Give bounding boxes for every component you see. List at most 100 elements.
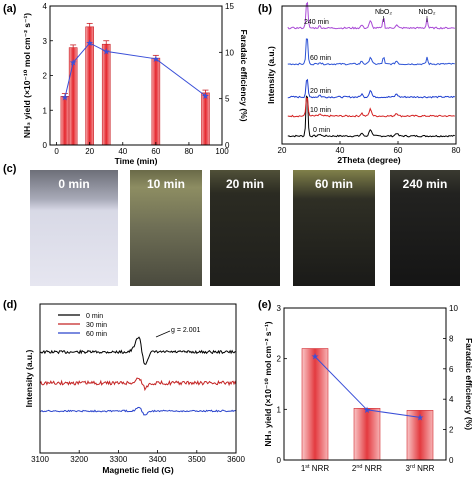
xlabel-b: 2Theta (degree) xyxy=(337,155,400,165)
photo-1 xyxy=(130,170,202,286)
ytick-label-e: 2 xyxy=(277,355,282,364)
panel-e: (e) ★ ★ ★ 0 1 2 3 0 2 4 6 8 10 1st NRR 2nd NRR 3rd NRR NH… xyxy=(258,299,474,473)
y2tick-label-e: 4 xyxy=(449,395,454,404)
y2tick-label-e: 0 xyxy=(449,456,454,465)
y2tick-label-e: 8 xyxy=(449,334,454,343)
ylabel-b: Intensity (a.u.) xyxy=(266,46,276,104)
xrd-curve-0 xyxy=(287,95,455,138)
xtick-label-d: 3500 xyxy=(188,455,206,464)
xtick-label-d: 3600 xyxy=(227,455,245,464)
xtick-label-b: 60 xyxy=(394,146,403,155)
xrd-curve-1 xyxy=(287,97,455,118)
fe-line-a xyxy=(64,42,206,98)
xtick-label-a: 60 xyxy=(151,147,160,156)
fe-marker-a-3: ★ xyxy=(102,46,110,56)
fe-marker-e-1: ★ xyxy=(363,405,371,415)
xtick-label-a: 0 xyxy=(54,147,59,156)
xtick-label-d: 3300 xyxy=(110,455,128,464)
ytick-label-e: 0 xyxy=(277,456,282,465)
legend-label-d-0: 0 min xyxy=(86,313,103,320)
fe-marker-a-2: ★ xyxy=(86,38,94,48)
ytick-label-a: 4 xyxy=(43,2,48,11)
category-label-e-2: 3rd NRR xyxy=(406,464,435,473)
y2tick-label-e: 10 xyxy=(449,304,458,313)
panel-c: (c) 0 min 10 min 20 min 60 min 240 min xyxy=(3,163,460,286)
xtick-label-b: 20 xyxy=(278,146,287,155)
ytick-label-a: 1 xyxy=(43,106,48,115)
photo-4 xyxy=(390,170,460,286)
ytick-label-a: 3 xyxy=(43,37,48,46)
bar-a-3 xyxy=(101,43,111,146)
fe-marker-e-2: ★ xyxy=(416,412,424,422)
xlabel-d: Magnetic field (G) xyxy=(102,465,173,475)
y2tick-label-a: 0 xyxy=(225,141,230,150)
xtick-label-d: 3200 xyxy=(70,455,88,464)
xrd-series-label-3: 60 min xyxy=(310,55,331,62)
fe-marker-a-5: ★ xyxy=(201,91,209,101)
fe-marker-a-4: ★ xyxy=(152,54,160,64)
fe-marker-a-0: ★ xyxy=(61,93,69,103)
xtick-label-a: 20 xyxy=(85,147,94,156)
panel-label-a: (a) xyxy=(3,3,17,15)
ytick-label-a: 0 xyxy=(43,141,48,150)
peak-label-1: NbO₂ xyxy=(418,9,435,16)
ytick-label-e: 3 xyxy=(277,304,282,313)
epr-curve-0 xyxy=(39,336,237,365)
xtick-label-a: 40 xyxy=(118,147,127,156)
photo-label-3: 60 min xyxy=(315,177,353,191)
panel-label-d: (d) xyxy=(3,299,17,311)
photo-2 xyxy=(210,170,280,286)
bar-e-2 xyxy=(406,410,434,461)
ylabel-d: Intensity (a.u.) xyxy=(24,350,34,408)
ylabel-e: NH₃ yield (×10⁻¹⁰ mol cm⁻² s⁻¹) xyxy=(263,321,273,446)
ylabel-a: NH₃ yield (×10⁻¹⁰ mol cm⁻² s⁻¹) xyxy=(22,13,32,138)
photo-label-2: 20 min xyxy=(226,177,264,191)
legend-label-d-2: 60 min xyxy=(86,331,107,338)
y2tick-label-a: 10 xyxy=(225,48,234,57)
category-label-e-0: 1st NRR xyxy=(301,464,330,473)
xtick-label-a: 80 xyxy=(184,147,193,156)
category-label-e-1: 2nd NRR xyxy=(352,464,382,473)
frame-d xyxy=(39,303,237,454)
y2label-e: Faradaic efficiency (%) xyxy=(464,338,474,430)
xrd-curve-2 xyxy=(287,78,455,99)
photo-label-1: 10 min xyxy=(147,177,185,191)
panel-b: (b) 0 min 10 min 20 min 60 min 240 min NbO₂ NbO… xyxy=(258,1,461,165)
ytick-label-a: 2 xyxy=(43,72,48,81)
panel-d: (d) 0 min 30 min 60 min g = 2.001 3100 3200 330… xyxy=(3,299,245,475)
ytick-label-e: 1 xyxy=(277,405,282,414)
xlabel-a: Time (min) xyxy=(115,156,158,166)
xtick-label-b: 80 xyxy=(452,146,461,155)
bar-a-0 xyxy=(60,96,70,146)
panel-label-c: (c) xyxy=(3,163,17,175)
panel-label-b: (b) xyxy=(258,3,272,15)
epr-curve-2 xyxy=(40,406,237,416)
xrd-series-label-1: 10 min xyxy=(310,107,331,114)
photo-label-4: 240 min xyxy=(403,177,448,191)
bar-a-4 xyxy=(151,57,161,146)
xtick-label-d: 3400 xyxy=(149,455,167,464)
fe-marker-e-0: ★ xyxy=(311,352,319,362)
y2label-a: Faradaic efficiency (%) xyxy=(239,29,249,121)
bar-e-0 xyxy=(301,348,329,461)
y2tick-label-a: 5 xyxy=(225,95,230,104)
legend-label-d-1: 30 min xyxy=(86,322,107,329)
g-annotation: g = 2.001 xyxy=(171,327,200,334)
y2tick-label-e: 6 xyxy=(449,365,454,374)
panel-label-e: (e) xyxy=(258,299,272,311)
peak-label-0: NbO₂ xyxy=(375,9,392,16)
xtick-label-b: 40 xyxy=(336,146,345,155)
photo-label-0: 0 min xyxy=(58,177,89,191)
fe-line-e xyxy=(314,356,421,418)
g-pointer xyxy=(155,330,171,338)
frame-b xyxy=(281,5,457,145)
epr-curve-1 xyxy=(39,377,237,392)
photo-3 xyxy=(293,170,375,286)
xrd-curve-3 xyxy=(287,38,455,66)
frame-e xyxy=(283,307,447,461)
y2tick-label-e: 2 xyxy=(449,426,454,435)
bar-e-1 xyxy=(353,408,381,461)
fe-marker-a-1: ★ xyxy=(69,58,77,68)
